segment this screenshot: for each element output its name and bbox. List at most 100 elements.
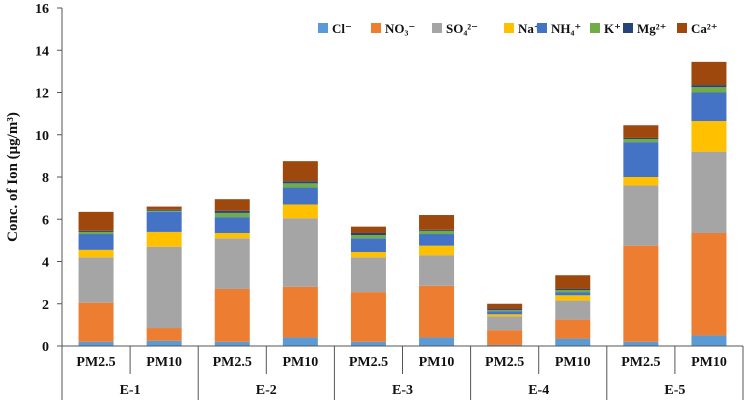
bar-segment — [350, 292, 386, 342]
bar-segment — [214, 238, 250, 289]
bar-segment — [419, 245, 455, 256]
bar-segment — [146, 246, 182, 329]
bar-segment — [282, 183, 318, 188]
bar-segment — [555, 300, 591, 320]
bar-segment — [146, 231, 182, 247]
x-bar-label: PM10 — [691, 355, 727, 370]
legend-item: Cl⁻ — [318, 21, 352, 36]
bar-segment — [555, 319, 591, 339]
bar-segment — [146, 328, 182, 341]
bar-segment — [419, 230, 455, 235]
legend-item: SO₄²⁻ — [432, 21, 478, 36]
bar-segment — [691, 61, 727, 86]
bar-segment — [282, 187, 318, 205]
bar-segment — [146, 340, 182, 346]
bar-segment — [350, 238, 386, 252]
legend-swatch — [623, 23, 633, 33]
legend-label: Ca²⁺ — [691, 21, 718, 36]
x-bar-label: PM2.5 — [621, 355, 660, 370]
bar-segment — [691, 87, 727, 93]
bar-segment — [487, 311, 523, 315]
x-group-label: E-2 — [256, 383, 277, 398]
stacked-bar — [691, 61, 727, 346]
bar-segment — [419, 234, 455, 246]
bar-segment — [282, 286, 318, 338]
legend-item: Na⁺ — [504, 21, 541, 36]
bar-segment — [623, 341, 659, 346]
bar-segment — [350, 257, 386, 293]
bar-segment — [350, 251, 386, 258]
x-axis: PM2.5 PM10 PM2.5 PM10 PM2.5 PM10 PM2.5 PM10 PM2.… — [61, 345, 744, 400]
stacked-bar — [78, 211, 114, 346]
bar-segment — [623, 138, 659, 143]
bar-segment — [78, 257, 114, 303]
y-tick-label: 8 — [42, 171, 49, 186]
bar-segment — [419, 215, 455, 230]
y-tick-label: 6 — [42, 213, 49, 228]
legend-swatch — [318, 23, 328, 33]
bar-segment — [487, 309, 523, 311]
bar-segment — [691, 121, 727, 152]
bar-segment — [555, 295, 591, 301]
legend-item: K⁺ — [590, 21, 621, 36]
legend-swatch — [432, 23, 442, 33]
bar-segment — [623, 177, 659, 186]
bar-segment — [146, 206, 182, 210]
bar-segment — [487, 316, 523, 331]
bar-segment — [555, 290, 591, 293]
stacked-bar — [214, 199, 250, 346]
y-tick-label: 10 — [35, 129, 49, 144]
y-axis: 0 2 4 6 8 10 12 14 16 — [35, 2, 63, 355]
bar-segment — [78, 341, 114, 346]
bar-segment — [146, 211, 182, 232]
bar-segment — [282, 337, 318, 346]
bar-segment — [691, 232, 727, 336]
bar-segment — [350, 226, 386, 233]
x-bar-label: PM2.5 — [349, 355, 388, 370]
bar-segment — [282, 218, 318, 287]
bar-segment — [419, 285, 455, 338]
y-tick-label: 4 — [42, 256, 49, 271]
legend-swatch — [371, 23, 381, 33]
x-bar-label: PM2.5 — [76, 355, 115, 370]
y-tick-label: 12 — [35, 87, 49, 102]
bar-segment — [350, 341, 386, 346]
bar-segment — [487, 310, 523, 312]
legend-label: NO₃⁻ — [385, 21, 415, 36]
bar-segment — [623, 185, 659, 246]
bar-segment — [487, 330, 523, 345]
bar-segment — [623, 125, 659, 138]
bar-segment — [623, 142, 659, 177]
legend-item: Ca²⁺ — [677, 21, 718, 36]
x-bar-label: PM10 — [146, 355, 182, 370]
y-tick-label: 16 — [35, 2, 49, 17]
bar-segment — [282, 181, 318, 184]
stacked-bar — [555, 275, 591, 346]
y-tick-label: 2 — [42, 298, 49, 313]
x-group-label: E-3 — [392, 383, 413, 398]
bar-segment — [78, 249, 114, 258]
bar-segment — [555, 338, 591, 346]
legend: Cl⁻ NO₃⁻ SO₄²⁻ Na⁺ NH₄⁺ K⁺ Mg²⁺ Ca²⁺ — [318, 21, 718, 36]
legend-label: K⁺ — [604, 21, 621, 36]
bar-segment — [146, 209, 182, 211]
legend-label: Mg²⁺ — [637, 21, 667, 36]
legend-label: SO₄²⁻ — [446, 21, 478, 36]
legend-label: Cl⁻ — [332, 21, 352, 36]
bar-segment — [487, 314, 523, 317]
bar-segment — [214, 210, 250, 213]
stacked-bar — [146, 206, 182, 346]
stacked-bar — [282, 161, 318, 346]
bar-segment — [78, 302, 114, 342]
bar-segment — [350, 232, 386, 236]
bar-segment — [487, 344, 523, 346]
bar-segment — [555, 288, 591, 291]
x-bar-label: PM2.5 — [485, 355, 524, 370]
x-group-label: E-4 — [528, 383, 549, 398]
bar-segment — [623, 137, 659, 139]
bar-segment — [555, 275, 591, 289]
x-group-label: E-1 — [120, 383, 141, 398]
x-bar-label: PM10 — [282, 355, 318, 370]
stacked-bar — [623, 125, 659, 346]
stacked-bar — [419, 215, 455, 346]
